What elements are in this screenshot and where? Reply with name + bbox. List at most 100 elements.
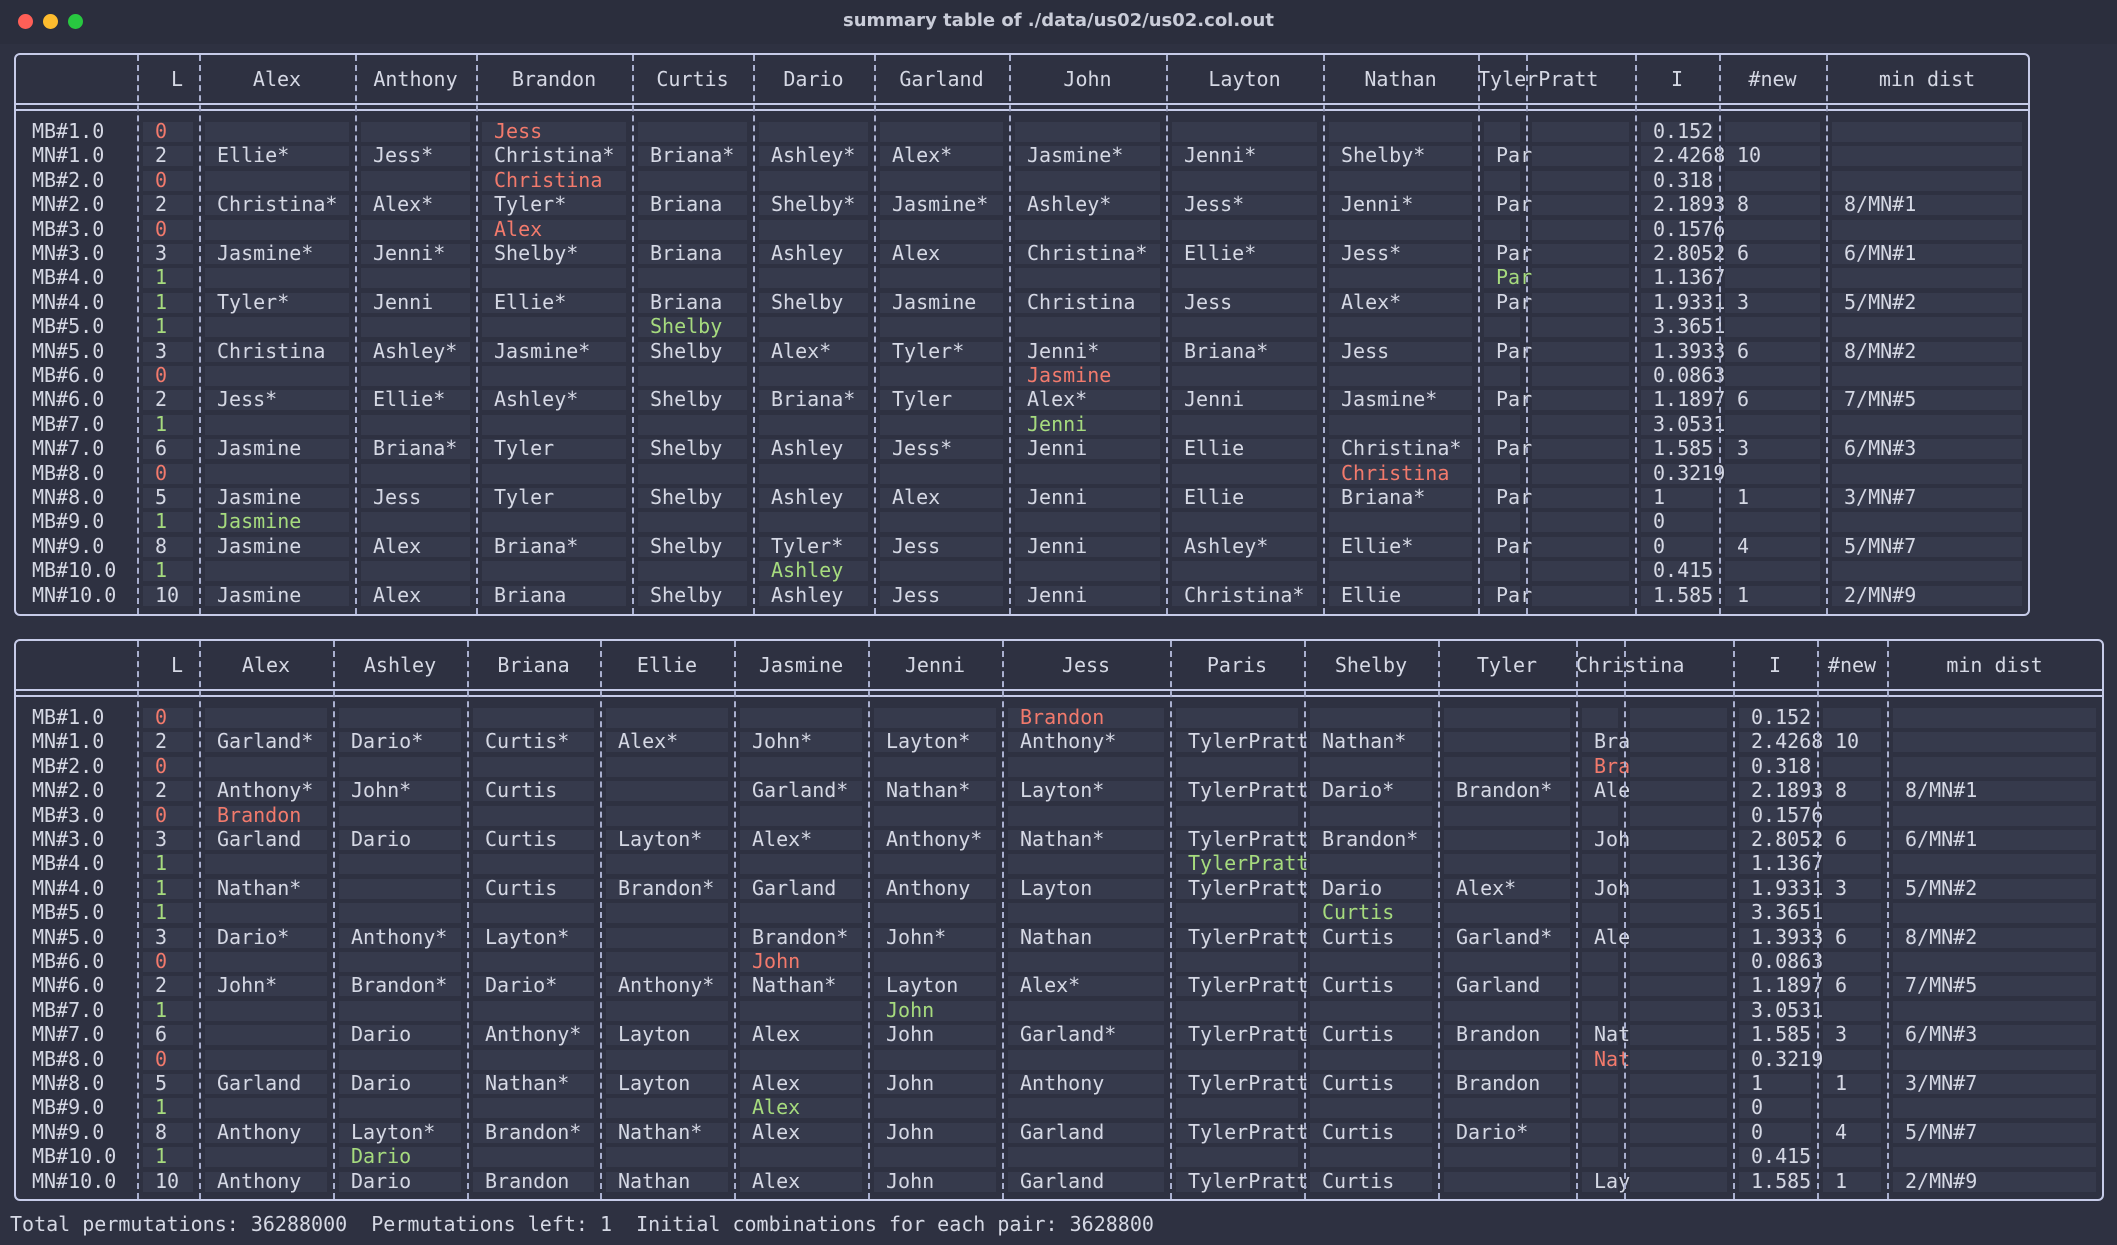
- column-header-shelby[interactable]: Shelby: [1334, 653, 1408, 677]
- minimize-window-button[interactable]: [43, 14, 58, 29]
- column-header-new[interactable]: #new: [1748, 67, 1797, 91]
- cell-background: [1444, 854, 1570, 875]
- cell-background: [1582, 854, 1618, 875]
- cell-background: [759, 536, 868, 557]
- cell-background: [482, 561, 626, 582]
- column-header-blank[interactable]: [1624, 641, 1733, 689]
- cell-background: [482, 292, 626, 313]
- cell-background: [1176, 927, 1298, 948]
- table-cell: Briana: [650, 241, 723, 265]
- column-header-i[interactable]: I: [1768, 653, 1782, 677]
- column-header-ashley[interactable]: Ashley: [363, 653, 437, 677]
- table-cell: 8: [155, 1119, 168, 1144]
- column-header-tylerpratt[interactable]: TylerPratt: [1478, 67, 1599, 91]
- table-cell: 1: [155, 558, 168, 583]
- column-header-garland[interactable]: Garland: [899, 67, 984, 91]
- table-cell: 6/MN#1: [1905, 827, 1978, 851]
- cell-background: [1725, 366, 1820, 386]
- column-header-jess[interactable]: Jess: [1061, 653, 1111, 677]
- cell-background: [143, 976, 193, 997]
- column-header-anthony[interactable]: Anthony: [373, 67, 458, 91]
- cell-background: [205, 1074, 327, 1094]
- column-divider: [753, 55, 755, 614]
- column-header-brandon[interactable]: Brandon: [511, 67, 597, 91]
- column-header-christina[interactable]: Christina: [1576, 653, 1685, 677]
- zoom-window-button[interactable]: [68, 14, 83, 29]
- column-header-layton[interactable]: Layton: [1208, 67, 1281, 91]
- table-cell: Dario*: [485, 973, 558, 998]
- table-cell: 10: [1835, 729, 1860, 754]
- cell-background: [1176, 708, 1298, 728]
- column-header-jasmine[interactable]: Jasmine: [758, 653, 844, 677]
- table-cell: Brandon*: [752, 924, 849, 949]
- cell-background: [638, 585, 747, 606]
- cell-background: [1582, 732, 1618, 753]
- column-header-alex[interactable]: Alex: [252, 67, 302, 91]
- cell-background: [1823, 903, 1881, 924]
- cell-background: [1444, 903, 1570, 924]
- column-header-john[interactable]: John: [1063, 67, 1112, 91]
- column-header-blank[interactable]: [1526, 55, 1635, 103]
- column-header-briana[interactable]: Briana: [497, 653, 570, 677]
- cell-background: [1176, 1171, 1298, 1192]
- table-cell: 1: [155, 900, 168, 925]
- cell-background: [638, 512, 747, 533]
- column-header-curtis[interactable]: Curtis: [656, 67, 729, 91]
- row-label: MN#8.0: [32, 1071, 105, 1095]
- cell-background: [1739, 708, 1811, 728]
- cell-background: [740, 830, 862, 850]
- cell-background: [1444, 878, 1570, 899]
- cell-background: [205, 561, 349, 582]
- cell-background: [482, 170, 626, 191]
- column-header-l[interactable]: L: [170, 653, 183, 677]
- cell-background: [740, 1171, 862, 1192]
- cell-background: [482, 536, 626, 557]
- column-header-l[interactable]: L: [170, 67, 183, 91]
- cell-background: [143, 414, 193, 435]
- table-cell: Alex*: [618, 729, 679, 754]
- cell-background: [361, 219, 470, 240]
- cell-background: [1532, 414, 1629, 435]
- cell-background: [143, 219, 193, 240]
- cell-background: [740, 1098, 862, 1119]
- column-header-min-dist[interactable]: min dist: [1878, 67, 1976, 91]
- cell-background: [1725, 195, 1820, 216]
- column-header-new[interactable]: #new: [1827, 653, 1877, 677]
- cell-background: [1725, 219, 1820, 240]
- cell-background: [1484, 536, 1520, 557]
- column-header-min-dist[interactable]: min dist: [1946, 653, 2043, 677]
- cell-background: [339, 903, 461, 924]
- column-header-jenni[interactable]: Jenni: [904, 653, 966, 677]
- table-header: L Alex Anthony Brandon Curtis Dario Garland Joh…: [16, 55, 2028, 103]
- cell-background: [1176, 1147, 1298, 1168]
- table-cell: 0.152: [1751, 705, 1812, 729]
- table-row: MN#9.0 8 Anthony Layton* Brandon* Nathan* Alex…: [16, 1120, 2102, 1144]
- table-cell: Jenni*: [373, 241, 446, 265]
- column-header-paris[interactable]: Paris: [1206, 653, 1268, 677]
- table-cell: 7/MN#5: [1905, 973, 1978, 998]
- column-header-i[interactable]: I: [1670, 67, 1684, 91]
- cell-background: [874, 952, 996, 972]
- column-header-blank[interactable]: [16, 641, 137, 689]
- column-header-nathan[interactable]: Nathan: [1364, 67, 1437, 91]
- cell-background: [473, 903, 594, 924]
- table-cell: 3: [155, 827, 168, 851]
- cell-background: [473, 976, 594, 997]
- table-cell: Curtis: [485, 778, 558, 803]
- column-header-blank[interactable]: [16, 55, 137, 103]
- table-row: MB#5.0 1 Curtis 3.3651: [16, 900, 2102, 924]
- cell-background: [1893, 1098, 2096, 1119]
- cell-background: [339, 708, 461, 728]
- cell-background: [1172, 195, 1317, 216]
- column-divider: [467, 641, 469, 1199]
- cell-background: [1823, 1000, 1881, 1021]
- cell-background: [638, 536, 747, 557]
- cell-background: [874, 976, 996, 997]
- table-cell: 2: [155, 192, 168, 217]
- cell-background: [874, 878, 996, 899]
- column-header-dario[interactable]: Dario: [783, 67, 844, 91]
- column-header-alex[interactable]: Alex: [241, 653, 291, 677]
- column-header-ellie[interactable]: Ellie: [636, 653, 698, 677]
- close-window-button[interactable]: [18, 14, 33, 29]
- column-header-tyler[interactable]: Tyler: [1476, 653, 1538, 677]
